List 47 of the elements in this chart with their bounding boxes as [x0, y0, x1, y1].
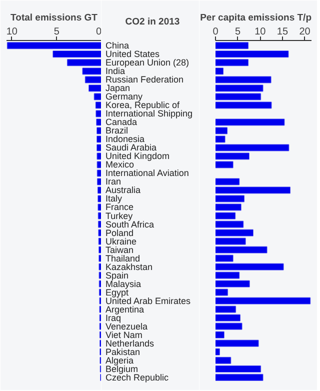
category-label: Netherlands	[106, 338, 154, 348]
category-label: Argentina	[106, 304, 144, 314]
category-label: International Aviation	[106, 168, 189, 178]
category-label: Kazakhstan	[106, 262, 153, 272]
x-tick-label: 20	[299, 26, 311, 38]
category-label: Turkey	[106, 210, 133, 221]
category-label: Poland	[106, 228, 134, 238]
category-label: Canada	[106, 117, 138, 128]
category-label: Russian Federation	[106, 74, 184, 85]
category-label: Thailand	[106, 253, 140, 264]
x-tick-label: 10	[254, 26, 266, 38]
x-tick-label: 5	[54, 26, 60, 38]
category-label: Brazil	[106, 126, 128, 136]
category-label: Algeria	[106, 355, 134, 366]
category-label: Viet Nam	[106, 330, 142, 340]
category-label: Germany	[106, 92, 143, 102]
category-label: Italy	[106, 194, 122, 204]
category-label: China	[106, 40, 130, 51]
chart-title: Per capita emissions T/p	[200, 12, 312, 24]
category-label: Taiwan	[106, 244, 134, 255]
category-label: Australia	[106, 185, 141, 196]
category-label: South Africa	[106, 219, 154, 230]
category-label: Mexico	[106, 160, 134, 170]
category-label: Indonesia	[106, 134, 145, 144]
category-label: Venezuela	[106, 321, 148, 332]
category-label: France	[106, 202, 134, 212]
category-label: India	[106, 66, 126, 76]
category-label: Japan	[106, 83, 130, 94]
x-tick-label: 5	[235, 26, 242, 38]
category-label: Ukraine	[106, 236, 137, 246]
category-label: International Shipping	[106, 108, 193, 119]
category-label: Spain	[106, 270, 129, 280]
category-label: Malaysia	[106, 278, 142, 289]
x-tick-label: 10	[6, 26, 18, 38]
category-label: United Kingdom	[106, 151, 170, 162]
category-label: United States	[106, 49, 160, 60]
x-tick-label: 0	[212, 26, 219, 38]
category-label: Egypt	[106, 287, 129, 298]
category-label: European Union (28)	[106, 58, 190, 68]
x-tick-label: 15	[276, 26, 288, 38]
chart-title: Total emissions GT	[10, 12, 98, 24]
x-tick-label: 0	[96, 26, 102, 38]
category-label: Saudi Arabia	[106, 142, 157, 153]
category-label: Pakistan	[106, 346, 140, 357]
category-label: Korea, Republic of	[106, 100, 180, 110]
category-label: Iran	[106, 176, 122, 187]
text: CO2 in 2013	[125, 16, 180, 28]
